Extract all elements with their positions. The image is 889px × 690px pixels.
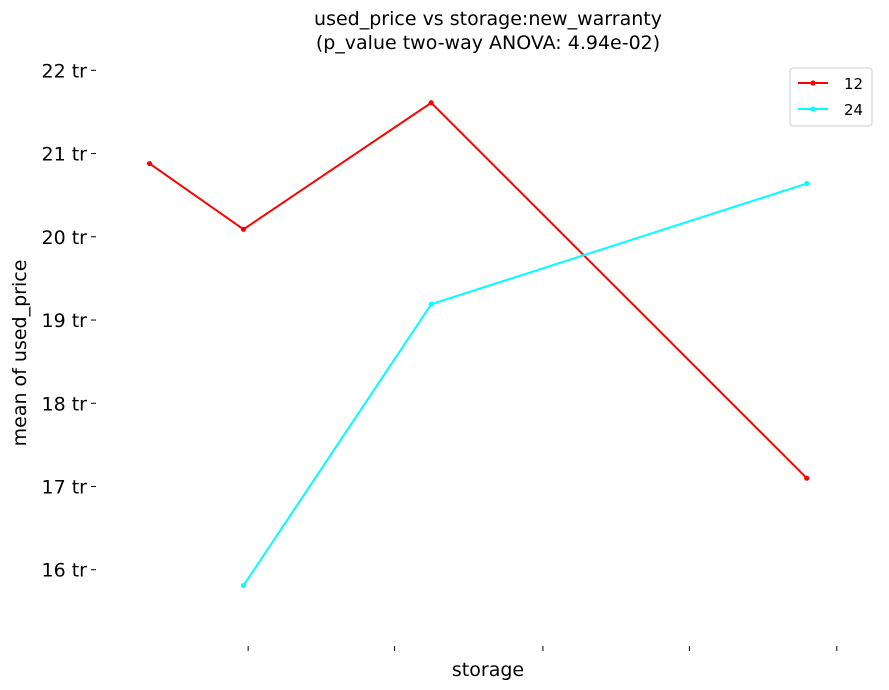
x-axis-label: storage [452,659,524,681]
y-tick-label: 18 tr [42,393,88,415]
legend-label-24: 24 [844,101,863,119]
series-line-12 [149,101,808,479]
y-tick-label: 20 tr [42,227,88,249]
data-point [146,160,153,167]
y-tick-label: 22 tr [42,60,88,82]
data-point [804,475,810,481]
x-axis-ticks [247,646,838,651]
legend-label-12: 12 [844,75,863,93]
y-tick-label: 17 tr [42,477,88,499]
series-group [146,100,810,589]
legend-marker-12 [810,80,816,86]
data-point [240,226,247,232]
y-tick-label: 16 tr [42,560,88,582]
y-axis-ticks: 16 tr 17 tr 18 tr 19 tr 20 tr 21 tr 22 tr [42,60,96,582]
series-line-24 [242,182,808,587]
y-tick-label: 21 tr [42,144,88,166]
y-axis-label: mean of used_price [9,260,31,447]
data-point [240,582,247,589]
chart-title: used_price vs storage:new_warranty [314,8,662,30]
data-point [428,301,434,307]
chart-subtitle: (p_value two-way ANOVA: 4.94e-02) [316,32,660,54]
legend-marker-24 [810,106,816,112]
data-point [428,100,434,106]
data-point [804,180,810,187]
y-tick-label: 19 tr [42,310,88,332]
